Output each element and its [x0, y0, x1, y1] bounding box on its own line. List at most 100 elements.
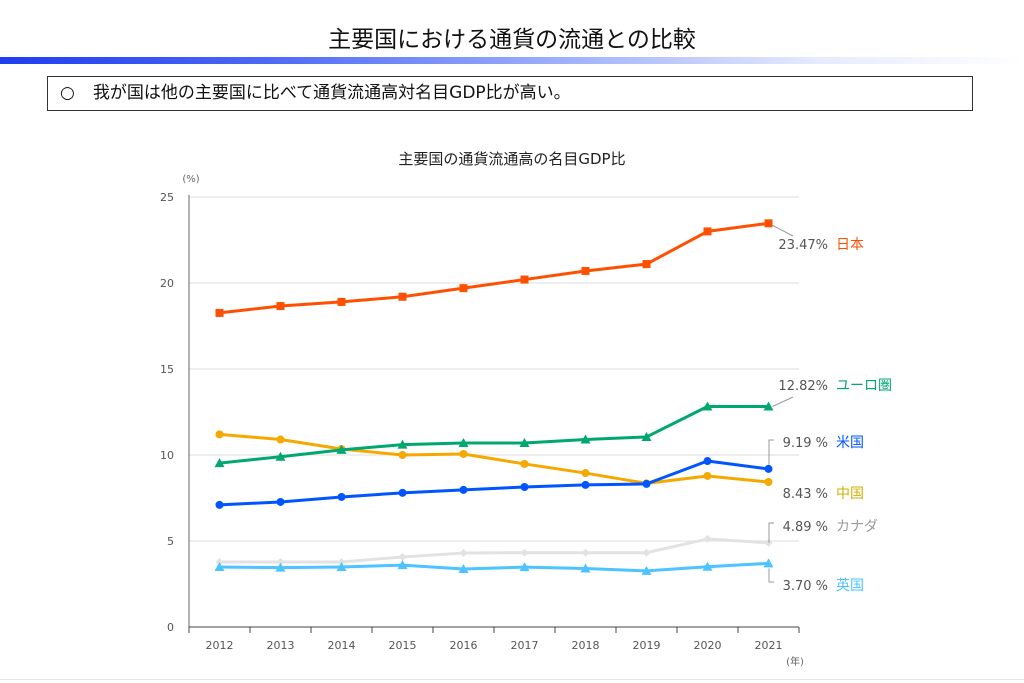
y-tick-label: 5	[167, 535, 174, 548]
y-tick-label: 10	[160, 449, 174, 462]
data-point-triangle	[214, 561, 225, 571]
x-axis-unit-label: (年)	[786, 655, 804, 668]
x-tick-label: 2020	[694, 639, 722, 652]
series-line-1	[219, 404, 769, 465]
data-point-diamond	[581, 548, 590, 557]
y-axis-unit-label: (%)	[182, 174, 199, 185]
series-name-label: ユーロ圏	[836, 378, 892, 394]
page-title: 主要国における通貨の流通との比較	[328, 27, 696, 53]
data-point-circle	[459, 449, 468, 458]
series-line-5	[219, 561, 769, 573]
data-point-triangle	[519, 562, 530, 572]
data-point-square	[581, 266, 590, 275]
leader-line	[768, 568, 774, 583]
series-value-label: 9.19 %	[783, 436, 828, 451]
data-point-circle	[520, 482, 529, 491]
y-tick-label: 0	[167, 621, 174, 634]
x-tick-label: 2012	[206, 639, 234, 652]
data-point-circle	[398, 451, 407, 459]
series-name-label: 米国	[836, 435, 864, 451]
data-point-circle	[581, 469, 590, 478]
data-point-circle	[703, 471, 712, 480]
data-point-triangle	[458, 437, 469, 447]
data-point-circle	[520, 459, 529, 468]
data-point-square	[337, 297, 346, 306]
data-point-square	[276, 302, 285, 311]
data-point-circle	[337, 492, 346, 501]
series-line-0	[219, 221, 769, 315]
data-point-triangle	[336, 561, 347, 571]
x-tick-label: 2019	[633, 639, 661, 652]
data-point-triangle	[275, 451, 286, 461]
series-line-2	[219, 459, 769, 507]
summary-text: 我が国は他の主要国に比べて通貨流通高対名目GDP比が高い。	[92, 83, 571, 103]
summary-box: ○ 我が国は他の主要国に比べて通貨流通高対名目GDP比が高い。	[47, 76, 973, 111]
x-tick-label: 2013	[267, 639, 295, 652]
x-tick-label: 2015	[389, 639, 417, 652]
x-tick-label: 2018	[572, 639, 600, 652]
data-point-triangle	[580, 563, 591, 573]
data-point-circle	[398, 488, 407, 497]
x-tick-label: 2016	[450, 639, 478, 652]
data-point-diamond	[703, 534, 712, 543]
series-value-label: 8.43 %	[783, 487, 828, 502]
y-tick-label: 15	[160, 363, 174, 376]
x-tick-label: 2021	[755, 639, 783, 652]
x-tick-label: 2014	[328, 639, 356, 652]
data-point-triangle	[397, 560, 408, 570]
series-value-label: 12.82%	[778, 379, 828, 394]
leader-line	[768, 439, 774, 465]
leader-line	[768, 522, 774, 543]
data-point-square	[459, 284, 468, 293]
series-line-3	[219, 432, 769, 485]
chart-title: 主要国の通貨流通高の名目GDP比	[398, 150, 625, 168]
bullet-circle-icon: ○	[60, 83, 75, 103]
data-point-triangle	[214, 458, 225, 468]
data-point-square	[215, 308, 224, 317]
data-point-circle	[764, 478, 773, 487]
data-point-triangle	[702, 561, 713, 571]
data-point-triangle	[519, 437, 530, 447]
data-point-circle	[764, 464, 773, 473]
data-point-diamond	[520, 548, 529, 557]
data-point-circle	[215, 430, 224, 439]
data-point-diamond	[398, 552, 407, 561]
data-point-circle	[459, 485, 468, 494]
data-point-square	[642, 260, 651, 269]
data-point-diamond	[642, 548, 651, 557]
data-point-circle	[276, 497, 285, 506]
series-value-label: 3.70 %	[783, 579, 828, 594]
series-value-label: 23.47%	[778, 238, 828, 253]
data-point-triangle	[763, 401, 774, 411]
data-point-triangle	[641, 431, 652, 441]
data-point-triangle	[336, 444, 347, 454]
leader-line	[772, 224, 794, 237]
data-point-triangle	[702, 401, 713, 411]
data-point-circle	[276, 435, 285, 444]
data-point-square	[764, 219, 773, 228]
x-tick-label: 2017	[511, 639, 539, 652]
data-point-circle	[215, 500, 224, 509]
title-underline-bar	[0, 57, 1024, 64]
series-name-label: 英国	[836, 577, 864, 594]
y-tick-label: 20	[160, 277, 174, 290]
data-point-triangle	[763, 558, 774, 568]
data-point-square	[520, 275, 529, 284]
data-point-square	[703, 227, 712, 236]
data-point-triangle	[275, 562, 286, 572]
series-name-label: カナダ	[836, 519, 878, 535]
series-name-label: 中国	[836, 486, 864, 502]
data-point-circle	[703, 457, 712, 466]
leader-line	[772, 396, 794, 407]
data-point-diamond	[459, 549, 468, 558]
data-point-triangle	[458, 564, 469, 574]
data-point-square	[398, 292, 407, 301]
divider	[0, 679, 1024, 680]
series-name-label: 日本	[836, 237, 864, 253]
y-tick-label: 25	[160, 191, 174, 204]
series-value-label: 4.89 %	[783, 520, 828, 535]
data-point-triangle	[397, 439, 408, 449]
data-point-diamond	[276, 557, 285, 566]
data-point-triangle	[580, 434, 591, 444]
